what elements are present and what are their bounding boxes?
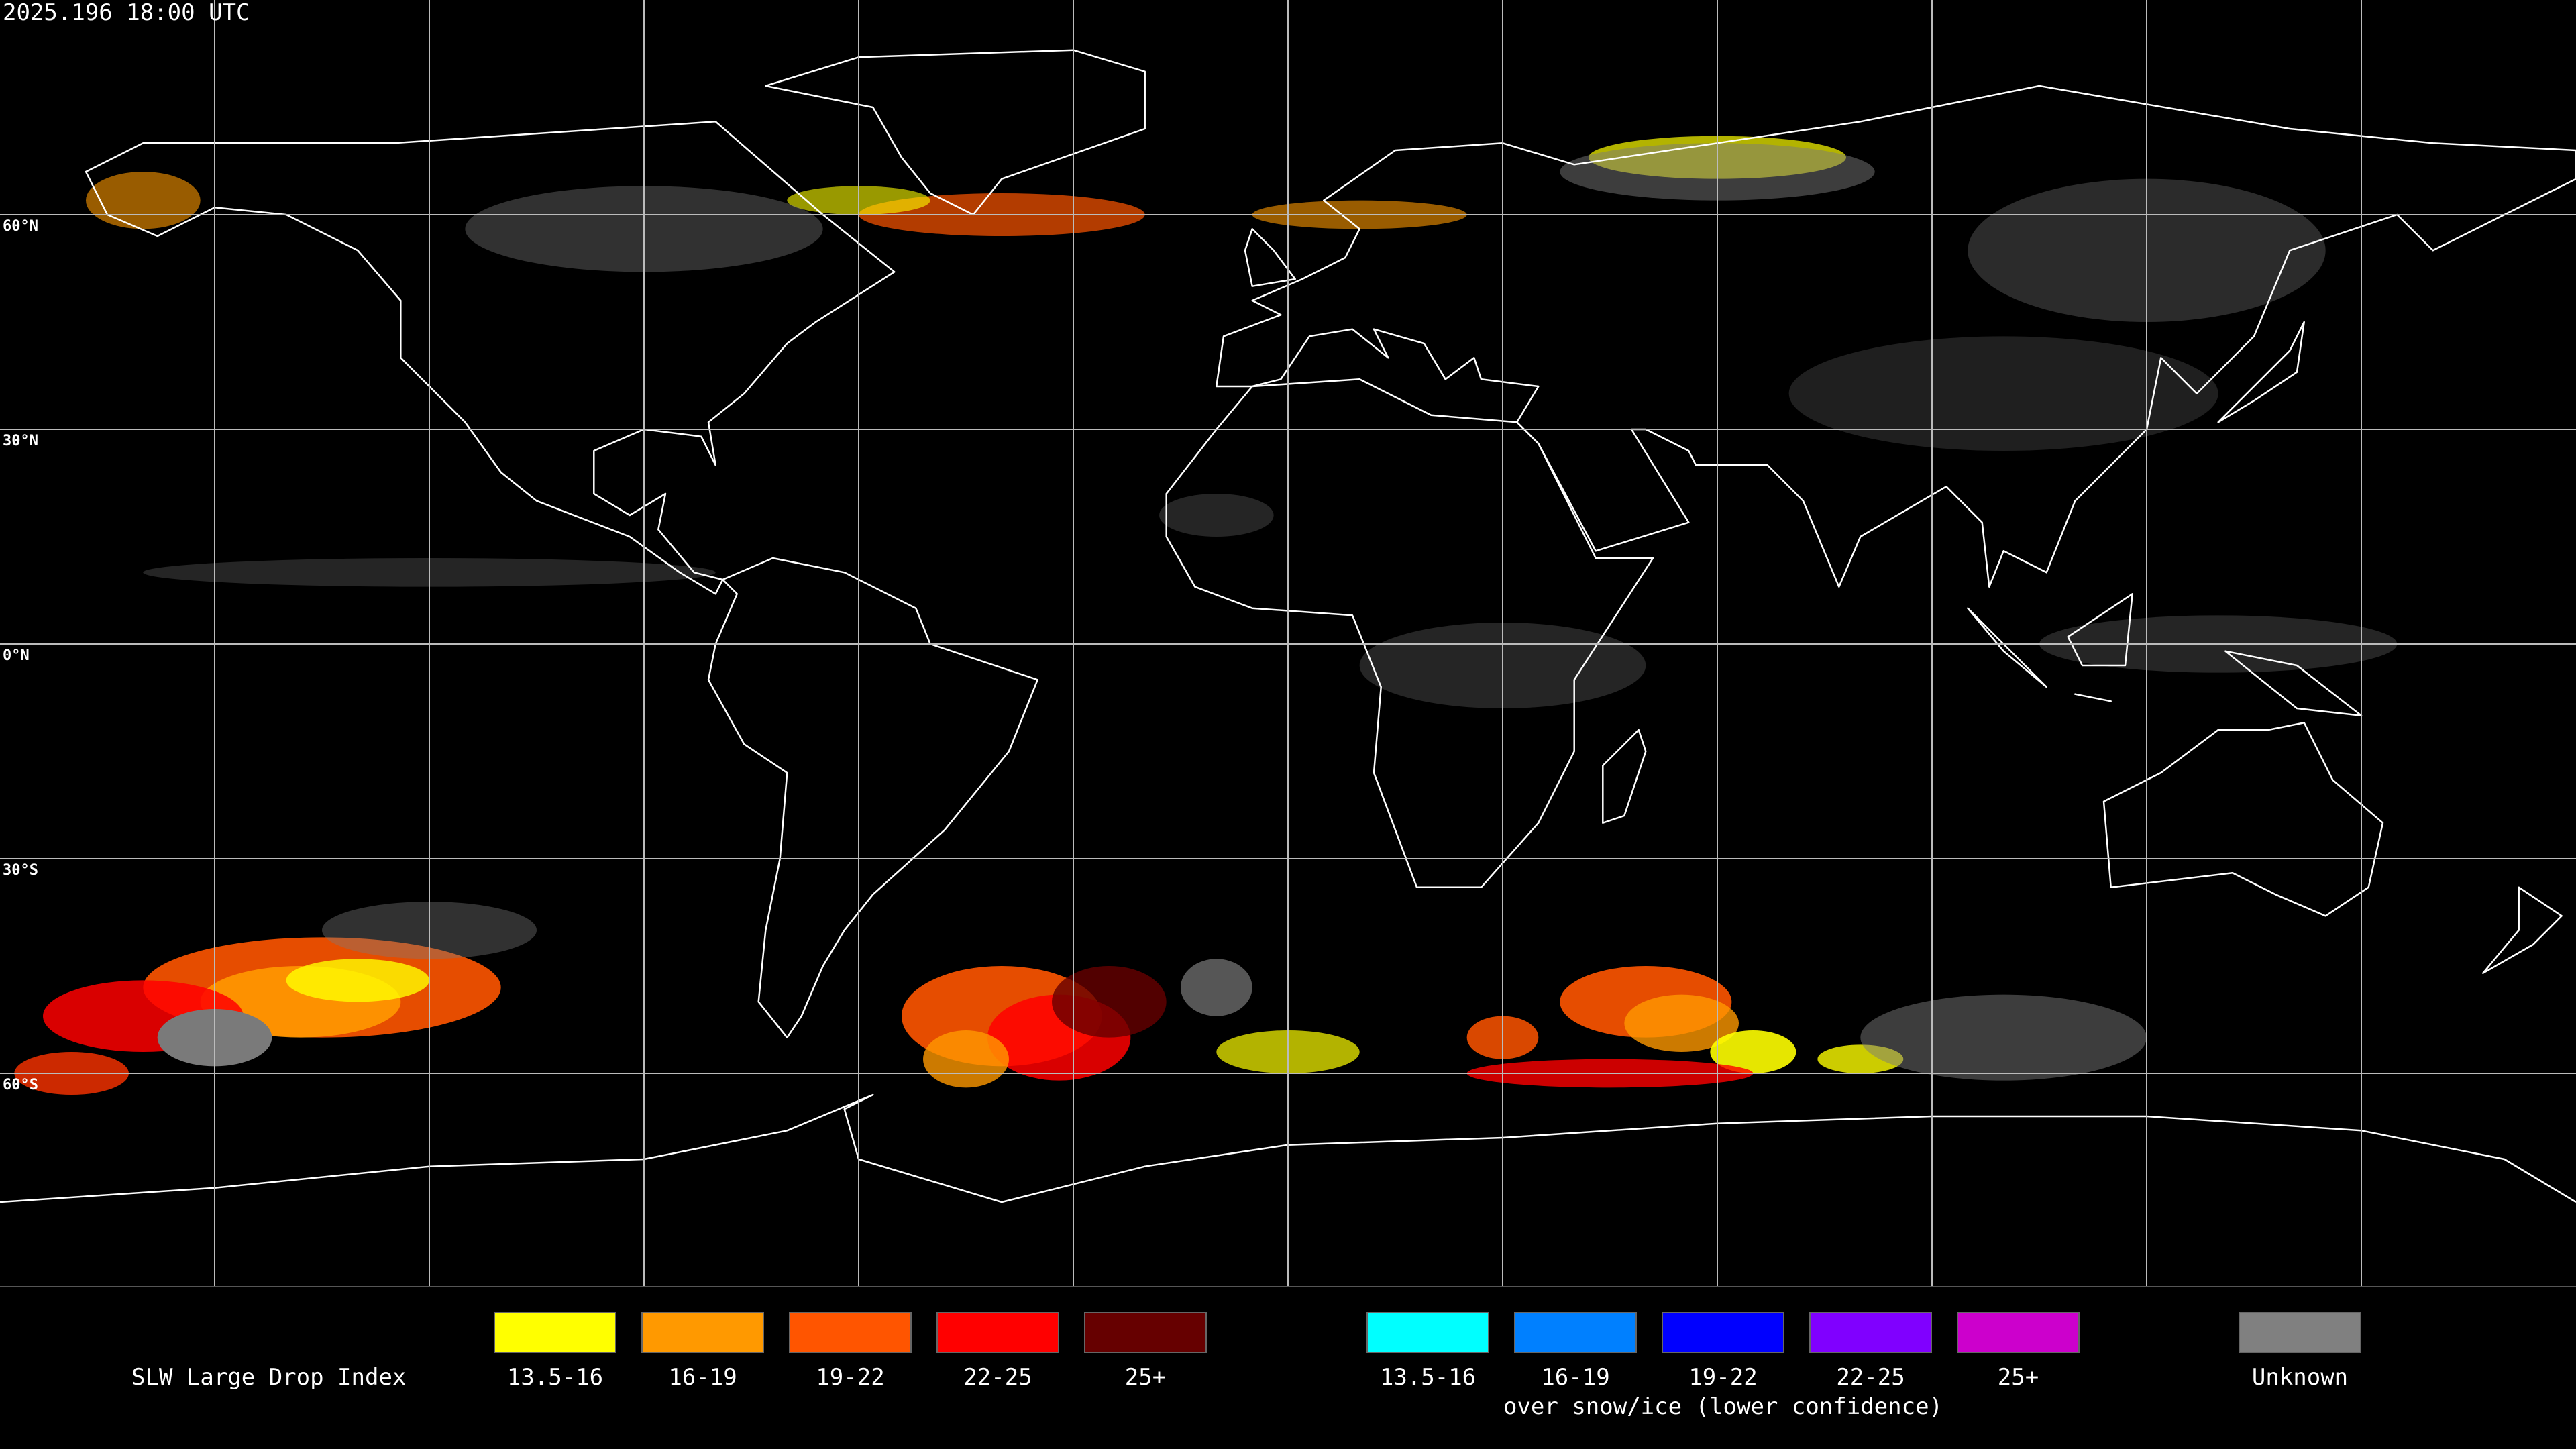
- weather-patch: [286, 959, 430, 1002]
- legend-label: 19-22: [816, 1364, 884, 1391]
- weather-patch: [1710, 1030, 1796, 1074]
- legend-swatch: [2239, 1312, 2361, 1353]
- latitude-label: 60°S: [3, 1077, 38, 1093]
- coastline: [2074, 693, 2112, 702]
- latitude-label: 0°N: [3, 647, 30, 664]
- legend-swatch: [641, 1312, 764, 1353]
- weather-patch: [1624, 994, 1739, 1053]
- coastline: [1216, 85, 2576, 588]
- coastline: [2217, 321, 2305, 423]
- coastline: [765, 49, 1146, 216]
- legend-swatch: [1366, 1312, 1489, 1353]
- legend-label: 25+: [1125, 1364, 1166, 1391]
- weather-patch: [1159, 493, 1274, 537]
- weather-patch: [1180, 959, 1252, 1016]
- legend-swatch: [1514, 1312, 1637, 1353]
- legend-label: 13.5-16: [507, 1364, 603, 1391]
- legend-swatch: [936, 1312, 1059, 1353]
- legend-swatch: [1662, 1312, 1784, 1353]
- legend-label: Unknown: [2252, 1364, 2348, 1391]
- legend: SLW Large Drop Index 13.5-16 16-19 19-22 22…: [131, 1312, 2361, 1420]
- weather-patch: [1788, 336, 2218, 451]
- graticule: 60°N 30°N 0°N 30°S 60°S: [0, 0, 2576, 1287]
- weather-patch: [922, 1030, 1010, 1088]
- coastline: [1967, 607, 2047, 688]
- latitude-label: 30°S: [3, 862, 38, 879]
- legend-label: 25+: [1998, 1364, 2039, 1391]
- legend-swatch: [789, 1312, 912, 1353]
- timestamp: 2025.196 18:00 UTC: [3, 0, 250, 26]
- legend-label: 22-25: [963, 1364, 1032, 1391]
- legend-swatch: [494, 1312, 616, 1353]
- legend-label: 22-25: [1836, 1364, 1904, 1391]
- coastline: [1165, 378, 1654, 888]
- legend-swatch: [1957, 1312, 2080, 1353]
- coastline: [707, 557, 1038, 1038]
- weather-patch: [85, 171, 201, 229]
- weather-patch: [1860, 994, 2147, 1081]
- weather-patch: [1051, 965, 1167, 1038]
- legend-label: 16-19: [1541, 1364, 1609, 1391]
- latitude-label: 60°N: [3, 218, 38, 235]
- coastline: [2482, 886, 2563, 974]
- coastline: [2067, 593, 2133, 667]
- latitude-label: 30°N: [3, 433, 38, 449]
- coastline: [2102, 722, 2384, 917]
- legend-label: 16-19: [668, 1364, 737, 1391]
- legend-swatch: [1084, 1312, 1207, 1353]
- coastline: [1602, 729, 1647, 824]
- legend-label: 19-22: [1688, 1364, 1757, 1391]
- legend-caption: over snow/ice (lower confidence): [1503, 1393, 1943, 1420]
- legend-swatch: [1809, 1312, 1932, 1353]
- legend-title: SLW Large Drop Index: [131, 1364, 406, 1391]
- legend-label: 13.5-16: [1380, 1364, 1476, 1391]
